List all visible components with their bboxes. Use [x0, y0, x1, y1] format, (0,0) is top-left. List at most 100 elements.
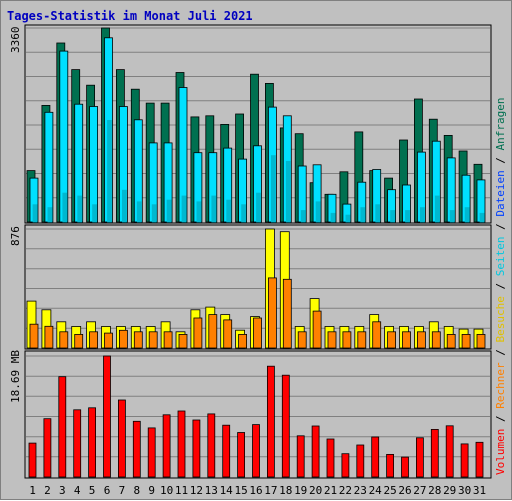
- x-tick-label: 13: [205, 484, 218, 497]
- x-tick-label: 29: [443, 484, 456, 497]
- bar-volumen: [445, 425, 454, 478]
- x-tick-label: 12: [190, 484, 203, 497]
- bars-layer: [26, 27, 486, 478]
- x-tick-label: 30: [458, 484, 471, 497]
- bar-seiten: [92, 204, 97, 223]
- bar-volumen: [177, 410, 186, 478]
- bar-seiten: [47, 207, 53, 223]
- bar-volumen: [341, 453, 350, 478]
- bar-seiten: [241, 204, 247, 223]
- legend-sep-3: /: [494, 276, 507, 296]
- bar-seiten: [211, 195, 217, 223]
- bar-seiten: [77, 195, 83, 223]
- bar-rechner: [223, 319, 233, 349]
- bar-volumen: [386, 453, 395, 478]
- x-tick-label: 16: [249, 484, 262, 497]
- bar-seiten: [151, 204, 157, 223]
- x-tick-label: 25: [383, 484, 396, 497]
- bar-rechner: [193, 317, 203, 349]
- bar-volumen: [132, 420, 141, 478]
- bar-seiten: [449, 210, 455, 223]
- x-tick-label: 9: [148, 484, 155, 497]
- x-tick-label: 7: [119, 484, 126, 497]
- bar-volumen: [252, 424, 260, 478]
- bar-volumen: [222, 424, 231, 478]
- x-tick-label: 28: [428, 484, 441, 497]
- bar-volumen: [281, 374, 290, 478]
- legend-anfragen: Anfragen: [494, 97, 507, 150]
- bar-seiten: [196, 201, 202, 223]
- x-tick-label: 21: [324, 484, 337, 497]
- bar-seiten: [315, 201, 321, 223]
- bar-seiten: [390, 210, 396, 223]
- bar-rechner: [89, 331, 98, 349]
- bar-seiten: [107, 120, 112, 223]
- bar-volumen: [192, 419, 201, 478]
- bar-seiten: [122, 189, 127, 223]
- legend-sep-1: /: [494, 409, 507, 429]
- bar-rechner: [44, 325, 54, 349]
- bar-seiten: [166, 199, 172, 223]
- bar-volumen: [326, 438, 335, 478]
- bar-rechner: [312, 310, 322, 349]
- bar-rechner: [387, 331, 397, 349]
- bar-rechner: [416, 331, 426, 349]
- x-tick-label: 17: [264, 484, 277, 497]
- bar-rechner: [253, 317, 262, 349]
- legend-volumen: Volumen: [494, 429, 507, 475]
- x-tick-label: 4: [74, 484, 81, 497]
- bar-rechner: [238, 333, 248, 349]
- bar-volumen: [311, 425, 320, 478]
- legend-sep-2: /: [494, 343, 507, 363]
- bar-rechner: [208, 314, 218, 349]
- bar-seiten: [360, 207, 366, 223]
- bar-rechner: [402, 331, 411, 349]
- x-tick-label: 1: [29, 484, 36, 497]
- bar-volumen: [162, 414, 171, 478]
- ytick-top-max: 3360: [9, 27, 22, 54]
- bar-volumen: [73, 409, 82, 478]
- bar-volumen: [43, 418, 52, 478]
- bar-volumen: [118, 399, 126, 478]
- ytick-middle-max: 876: [9, 226, 22, 246]
- bar-volumen: [28, 442, 37, 478]
- bar-seiten: [464, 207, 470, 223]
- x-tick-label: 11: [175, 484, 188, 497]
- bar-rechner: [267, 277, 277, 349]
- legend-dateien: Dateien: [494, 170, 507, 216]
- bar-volumen: [371, 436, 380, 478]
- bar-rechner: [297, 331, 307, 349]
- bar-seiten: [226, 199, 232, 223]
- bar-seiten: [270, 155, 276, 223]
- bar-rechner: [29, 323, 39, 349]
- bar-volumen: [266, 365, 275, 478]
- legend-sep-4: /: [494, 217, 507, 237]
- x-tick-label: 10: [160, 484, 173, 497]
- bar-seiten: [32, 204, 38, 223]
- bar-seiten: [419, 207, 425, 223]
- bar-volumen: [147, 427, 156, 478]
- bar-rechner: [342, 331, 352, 349]
- bar-rechner: [431, 331, 441, 349]
- x-tick-label: 3: [59, 484, 66, 497]
- bar-seiten: [434, 195, 440, 223]
- x-axis-labels: 1 2 3 4 5 6 7 8 9 10 11 12 13 14 15 16 17 18 19 20 21 22 23 24 2…: [29, 484, 486, 497]
- bar-volumen: [296, 435, 305, 478]
- x-tick-label: 6: [104, 484, 111, 497]
- bar-volumen: [430, 428, 439, 478]
- bar-dateien: [44, 111, 54, 223]
- bar-seiten: [375, 204, 381, 223]
- bar-rechner: [133, 331, 143, 349]
- bar-rechner: [446, 333, 456, 349]
- right-legend: Volumen / Rechner / Besuche / Seiten / D…: [494, 97, 507, 475]
- bar-volumen: [58, 376, 67, 478]
- bar-seiten: [345, 214, 351, 223]
- x-tick-label: 19: [294, 484, 307, 497]
- x-tick-label: 24: [369, 484, 383, 497]
- chart-title: Tages-Statistik im Monat Juli 2021: [7, 9, 253, 23]
- bar-volumen: [401, 456, 409, 478]
- bar-rechner: [372, 321, 382, 349]
- bar-rechner: [461, 333, 471, 349]
